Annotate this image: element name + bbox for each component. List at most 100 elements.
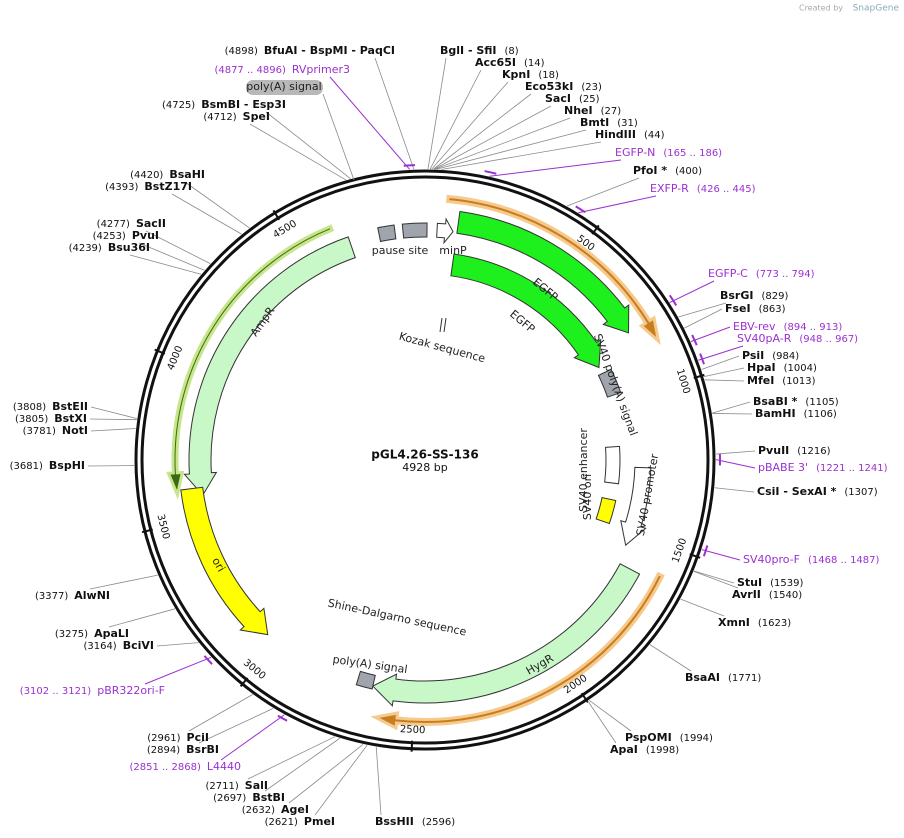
position: (4712) <box>203 112 236 123</box>
site-label: BssHII (2596) <box>375 815 455 828</box>
name: FseI <box>725 302 751 315</box>
primer-label: SV40pA-R (948 .. 967) <box>737 332 858 345</box>
position: (2596) <box>422 817 455 828</box>
feature-box <box>597 368 622 398</box>
leader-line <box>649 644 692 672</box>
site-label: (2632) AgeI <box>242 803 309 816</box>
ring-tick-label: 1000 <box>674 368 692 396</box>
position: (27) <box>601 106 622 117</box>
position: (829) <box>761 291 788 302</box>
site-label: HindIII (44) <box>595 128 665 141</box>
position: (3102 .. 3121) <box>20 686 92 697</box>
position: (4277) <box>97 219 130 230</box>
leader-line <box>288 744 364 804</box>
name: BfuAI - BspMI - PaqCI <box>264 44 395 57</box>
site-label: KpnI (18) <box>502 68 559 81</box>
position: (948 .. 967) <box>799 334 858 345</box>
name: BsmBI - Esp3I <box>201 98 286 111</box>
ring-tick <box>272 209 281 221</box>
position: (2621) <box>265 817 298 828</box>
position: (1771) <box>728 673 761 684</box>
site-label: (3805) BstXI <box>15 412 87 425</box>
position: (3377) <box>35 591 68 602</box>
primer-mark <box>484 170 497 175</box>
position: (4239) <box>69 243 102 254</box>
position: (8) <box>505 46 519 57</box>
name: BglI - SfiI <box>440 44 497 57</box>
position: (1994) <box>680 733 713 744</box>
site-label: AvrII (1540) <box>732 588 802 601</box>
brand: SnapGene <box>853 4 900 14</box>
feature-box <box>377 224 397 243</box>
site-label: BmtI (31) <box>580 116 638 129</box>
plasmid-size: 4928 bp <box>402 461 447 474</box>
position: (400) <box>675 166 702 177</box>
position: (1221 .. 1241) <box>816 463 888 474</box>
feature-arrow <box>456 210 630 334</box>
site-label: (2894) BsrBI <box>147 743 219 756</box>
name: BciVI <box>123 639 154 652</box>
name: BstXI <box>54 412 87 425</box>
name: CsiI - SexAI * <box>757 485 837 498</box>
feature-label: Kozak sequence <box>398 330 487 366</box>
primer-label: (2851 .. 2868) L4440 <box>129 760 241 773</box>
ring-tick-label: 4000 <box>166 344 186 372</box>
position: (2632) <box>242 805 275 816</box>
leader-line <box>108 608 176 628</box>
site-label: StuI (1539) <box>737 576 803 589</box>
leader-line <box>566 177 640 207</box>
name: BamHI <box>755 407 796 420</box>
feature-label: poly(A) signal <box>332 653 408 676</box>
position: (1468 .. 1487) <box>808 555 880 566</box>
ring-tick <box>154 348 166 355</box>
feature-label: SV40 enhancer <box>577 428 590 512</box>
primer-mark <box>203 655 213 665</box>
name: MfeI <box>747 374 774 387</box>
name: BstEII <box>52 400 88 413</box>
name: EGFP-N <box>615 146 655 159</box>
site-label: SacI (25) <box>545 92 600 105</box>
name: SpeI <box>243 110 270 123</box>
leader-line <box>701 549 741 561</box>
site-label: (4725) BsmBI - Esp3I <box>162 98 286 111</box>
leader-line <box>441 141 602 170</box>
name: pBR322ori-F <box>97 684 165 697</box>
position: (863) <box>759 304 786 315</box>
site-label: Acc65I (14) <box>475 56 545 69</box>
ring-tick <box>141 528 153 534</box>
primer-label: SV40pro-F (1468 .. 1487) <box>743 553 880 566</box>
site-label: ApaI (1998) <box>610 743 679 756</box>
site-label: BamHI (1106) <box>755 407 837 420</box>
ring-tick-label: 3500 <box>154 513 171 540</box>
position: (894 .. 913) <box>784 322 843 333</box>
kozak-mark <box>443 317 447 333</box>
leader-line <box>712 413 753 415</box>
site-label: CsiI - SexAI * (1307) <box>757 485 878 498</box>
position: (1539) <box>770 578 803 589</box>
name: AlwNI <box>74 589 110 602</box>
kozak-mark <box>439 317 443 333</box>
position: (1105) <box>805 397 838 408</box>
name: Acc65I <box>475 56 516 69</box>
site-label: (4253) PvuI <box>93 229 159 242</box>
name: ApaI <box>610 743 638 756</box>
leader-line <box>436 129 587 170</box>
leader-line <box>265 111 351 180</box>
leader-line <box>429 69 482 170</box>
site-label: (4420) BsaHI <box>130 168 205 181</box>
leader-line <box>188 694 253 732</box>
leader-line <box>89 574 158 590</box>
position: (773 .. 794) <box>756 269 815 280</box>
site-label: (3808) BstEII <box>13 400 88 413</box>
site-label: (3164) BciVI <box>83 639 154 652</box>
leader-line <box>171 193 242 235</box>
backbone <box>134 169 716 751</box>
name: SalI <box>245 779 268 792</box>
leader-line <box>669 280 715 303</box>
site-label: (3275) ApaLI <box>55 627 129 640</box>
watermark: Created by <box>799 4 843 13</box>
primer-label: (3102 .. 3121) pBR322ori-F <box>20 684 165 697</box>
feature-arrow <box>180 486 269 636</box>
leader-line <box>322 93 355 181</box>
feature-arrow <box>166 224 335 500</box>
